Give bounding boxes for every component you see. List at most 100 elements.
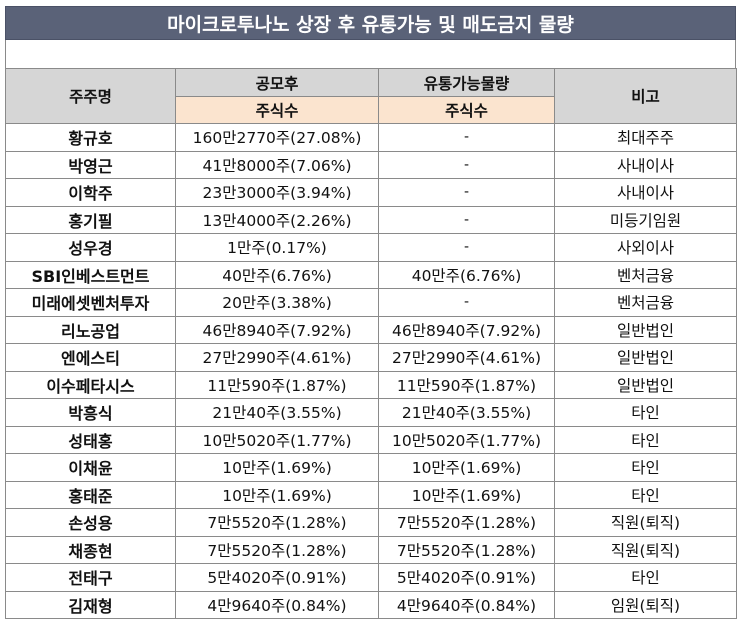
note-cell: 일반법인 bbox=[554, 343, 737, 372]
tradable-shares-cell: 4만9640주(0.84%) bbox=[378, 590, 555, 619]
after-ipo-shares-cell: 23만3000주(3.94%) bbox=[175, 178, 379, 207]
after-ipo-shares-cell: 41만8000주(7.06%) bbox=[175, 150, 379, 179]
note-cell: 최대주주 bbox=[554, 123, 737, 152]
document: 마이크로투나노 상장 후 유통가능 및 매도금지 물량 주주명 공모후 유통가능… bbox=[5, 6, 737, 619]
header-shares-after-ipo: 주식수 bbox=[175, 96, 379, 124]
shareholder-name-cell: 이수페타시스 bbox=[5, 370, 176, 399]
tradable-shares-cell: 11만590주(1.87%) bbox=[378, 370, 555, 399]
tradable-shares-cell: - bbox=[378, 205, 555, 234]
note-cell: 사내이사 bbox=[554, 178, 737, 207]
tradable-shares-cell: 7만5520주(1.28%) bbox=[378, 508, 555, 537]
table-row: 전태구 5만4020주(0.91%) 5만4020주(0.91%) 타인 bbox=[5, 563, 737, 592]
note-cell: 일반법인 bbox=[554, 370, 737, 399]
note-cell: 일반법인 bbox=[554, 315, 737, 344]
table-row: 황규호 160만2770주(27.08%) - 최대주주 bbox=[5, 123, 737, 152]
note-cell: 미등기임원 bbox=[554, 205, 737, 234]
tradable-shares-cell: - bbox=[378, 288, 555, 317]
after-ipo-shares-cell: 21만40주(3.55%) bbox=[175, 398, 379, 427]
note-cell: 타인 bbox=[554, 398, 737, 427]
shareholder-name-cell: 전태구 bbox=[5, 563, 176, 592]
table-row: 미래에셋벤처투자 20만주(3.38%) - 벤처금융 bbox=[5, 288, 737, 317]
shareholder-name-cell: 리노공업 bbox=[5, 315, 176, 344]
shareholder-name-cell: 엔에스티 bbox=[5, 343, 176, 372]
note-cell: 벤처금융 bbox=[554, 260, 737, 289]
shareholder-name-cell: 홍기필 bbox=[5, 205, 176, 234]
tradable-shares-cell: 27만2990주(4.61%) bbox=[378, 343, 555, 372]
tradable-shares-cell: 10만주(1.69%) bbox=[378, 480, 555, 509]
table-row: 이학주 23만3000주(3.94%) - 사내이사 bbox=[5, 178, 737, 207]
note-cell: 타인 bbox=[554, 480, 737, 509]
shareholder-name-cell: 박흥식 bbox=[5, 398, 176, 427]
header-shareholder: 주주명 bbox=[5, 68, 176, 124]
after-ipo-shares-cell: 4만9640주(0.84%) bbox=[175, 590, 379, 619]
shareholder-name-cell: 채종현 bbox=[5, 535, 176, 564]
after-ipo-shares-cell: 7만5520주(1.28%) bbox=[175, 535, 379, 564]
tradable-shares-cell: 46만8940주(7.92%) bbox=[378, 315, 555, 344]
table-row: 성태홍 10만5020주(1.77%) 10만5020주(1.77%) 타인 bbox=[5, 425, 737, 454]
tradable-shares-cell: - bbox=[378, 178, 555, 207]
table-row: 홍기필 13만4000주(2.26%) - 미등기임원 bbox=[5, 205, 737, 234]
shareholder-name-cell: 황규호 bbox=[5, 123, 176, 152]
note-cell: 사외이사 bbox=[554, 233, 737, 262]
note-cell: 타인 bbox=[554, 563, 737, 592]
note-cell: 사내이사 bbox=[554, 150, 737, 179]
table-row: 김재형 4만9640주(0.84%) 4만9640주(0.84%) 임원(퇴직) bbox=[5, 590, 737, 619]
after-ipo-shares-cell: 5만4020주(0.91%) bbox=[175, 563, 379, 592]
note-cell: 직원(퇴직) bbox=[554, 535, 737, 564]
after-ipo-shares-cell: 160만2770주(27.08%) bbox=[175, 123, 379, 152]
table-row: SBI인베스트먼트 40만주(6.76%) 40만주(6.76%) 벤처금융 bbox=[5, 260, 737, 289]
after-ipo-shares-cell: 13만4000주(2.26%) bbox=[175, 205, 379, 234]
table-row: 박흥식 21만40주(3.55%) 21만40주(3.55%) 타인 bbox=[5, 398, 737, 427]
shareholder-name-cell: 홍태준 bbox=[5, 480, 176, 509]
tradable-shares-cell: - bbox=[378, 123, 555, 152]
shareholder-name-cell: 성우경 bbox=[5, 233, 176, 262]
table-row: 홍태준 10만주(1.69%) 10만주(1.69%) 타인 bbox=[5, 480, 737, 509]
table-row: 이채윤 10만주(1.69%) 10만주(1.69%) 타인 bbox=[5, 453, 737, 482]
shareholder-name-cell: 성태홍 bbox=[5, 425, 176, 454]
note-cell: 벤처금융 bbox=[554, 288, 737, 317]
tradable-shares-cell: - bbox=[378, 150, 555, 179]
note-cell: 직원(퇴직) bbox=[554, 508, 737, 537]
after-ipo-shares-cell: 7만5520주(1.28%) bbox=[175, 508, 379, 537]
tradable-shares-cell: - bbox=[378, 233, 555, 262]
header-note: 비고 bbox=[554, 68, 737, 124]
tradable-shares-cell: 40만주(6.76%) bbox=[378, 260, 555, 289]
tradable-shares-cell: 21만40주(3.55%) bbox=[378, 398, 555, 427]
after-ipo-shares-cell: 10만주(1.69%) bbox=[175, 480, 379, 509]
header-shares-tradable: 주식수 bbox=[378, 96, 555, 124]
tradable-shares-cell: 7만5520주(1.28%) bbox=[378, 535, 555, 564]
note-cell: 타인 bbox=[554, 425, 737, 454]
shareholder-table: 주주명 공모후 유통가능물량 비고 주식수 주식수 황규호 160만2770주(2… bbox=[5, 68, 737, 619]
table-row: 채종현 7만5520주(1.28%) 7만5520주(1.28%) 직원(퇴직) bbox=[5, 535, 737, 564]
shareholder-name-cell: 이학주 bbox=[5, 178, 176, 207]
table-title: 마이크로투나노 상장 후 유통가능 및 매도금지 물량 bbox=[5, 6, 736, 40]
shareholder-name-cell: SBI인베스트먼트 bbox=[5, 260, 176, 289]
table-row: 리노공업 46만8940주(7.92%) 46만8940주(7.92%) 일반법인 bbox=[5, 315, 737, 344]
after-ipo-shares-cell: 11만590주(1.87%) bbox=[175, 370, 379, 399]
table-body: 황규호 160만2770주(27.08%) - 최대주주 박영근 41만8000주(7.0… bbox=[5, 123, 737, 619]
table-row: 이수페타시스 11만590주(1.87%) 11만590주(1.87%) 일반법인 bbox=[5, 370, 737, 399]
shareholder-name-cell: 미래에셋벤처투자 bbox=[5, 288, 176, 317]
shareholder-name-cell: 손성용 bbox=[5, 508, 176, 537]
after-ipo-shares-cell: 10만5020주(1.77%) bbox=[175, 425, 379, 454]
after-ipo-shares-cell: 10만주(1.69%) bbox=[175, 453, 379, 482]
blank-row bbox=[5, 40, 736, 68]
tradable-shares-cell: 10만주(1.69%) bbox=[378, 453, 555, 482]
header-tradable: 유통가능물량 bbox=[378, 68, 555, 97]
table-row: 엔에스티 27만2990주(4.61%) 27만2990주(4.61%) 일반법인 bbox=[5, 343, 737, 372]
tradable-shares-cell: 10만5020주(1.77%) bbox=[378, 425, 555, 454]
after-ipo-shares-cell: 20만주(3.38%) bbox=[175, 288, 379, 317]
note-cell: 임원(퇴직) bbox=[554, 590, 737, 619]
after-ipo-shares-cell: 1만주(0.17%) bbox=[175, 233, 379, 262]
tradable-shares-cell: 5만4020주(0.91%) bbox=[378, 563, 555, 592]
note-cell: 타인 bbox=[554, 453, 737, 482]
after-ipo-shares-cell: 27만2990주(4.61%) bbox=[175, 343, 379, 372]
after-ipo-shares-cell: 40만주(6.76%) bbox=[175, 260, 379, 289]
table-row: 성우경 1만주(0.17%) - 사외이사 bbox=[5, 233, 737, 262]
shareholder-name-cell: 박영근 bbox=[5, 150, 176, 179]
table-row: 손성용 7만5520주(1.28%) 7만5520주(1.28%) 직원(퇴직) bbox=[5, 508, 737, 537]
table-row: 박영근 41만8000주(7.06%) - 사내이사 bbox=[5, 150, 737, 179]
shareholder-name-cell: 이채윤 bbox=[5, 453, 176, 482]
after-ipo-shares-cell: 46만8940주(7.92%) bbox=[175, 315, 379, 344]
shareholder-name-cell: 김재형 bbox=[5, 590, 176, 619]
